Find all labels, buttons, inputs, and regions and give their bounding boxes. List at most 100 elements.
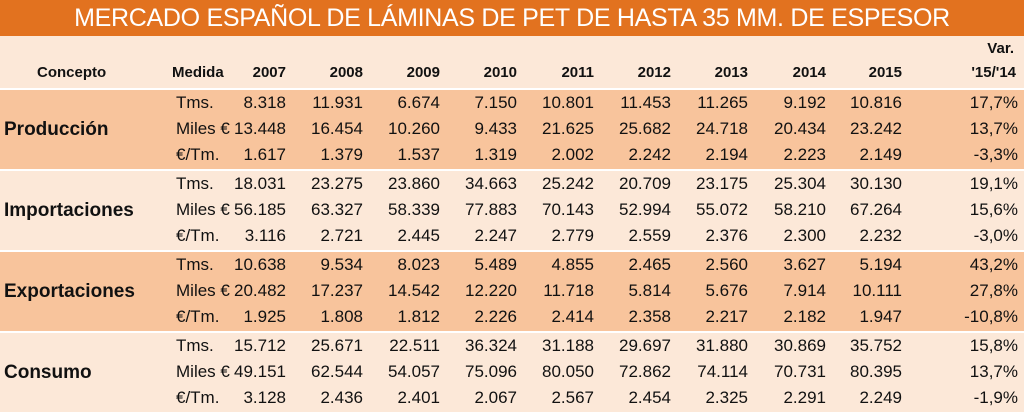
value-cell: 74.114 — [697, 362, 748, 381]
value-cell: 2.226 — [474, 307, 517, 326]
value-cell: 2.242 — [628, 145, 671, 164]
value-cell: 2.232 — [859, 226, 902, 245]
value-cell: 25.671 — [311, 336, 363, 355]
value-cell: 52.994 — [619, 200, 671, 219]
value-cell: 77.883 — [465, 200, 517, 219]
variation-cell: 15,6% — [969, 200, 1018, 219]
value-cell: 11.718 — [543, 281, 594, 300]
value-cell: 7.914 — [783, 281, 826, 300]
unit-cell: Tms. — [176, 336, 214, 355]
header-year: 2014 — [792, 64, 826, 81]
value-cell: 31.880 — [696, 336, 748, 355]
value-cell: 58.339 — [388, 200, 440, 219]
table-row: Tms. 18.031 23.275 23.860 34.663 25.242 20.709… — [0, 171, 1024, 197]
unit-cell: Miles € — [176, 200, 230, 219]
value-cell: 63.327 — [311, 200, 363, 219]
value-cell: 20.482 — [234, 281, 286, 300]
value-cell: 1.379 — [320, 145, 363, 164]
value-cell: 1.947 — [859, 307, 902, 326]
value-cell: 10.260 — [388, 119, 440, 138]
value-cell: 34.663 — [465, 174, 517, 193]
value-cell: 2.559 — [628, 226, 671, 245]
value-cell: 3.128 — [243, 388, 286, 407]
value-cell: 2.358 — [628, 307, 671, 326]
value-cell: 25.682 — [619, 119, 671, 138]
value-cell: 1.808 — [320, 307, 363, 326]
value-cell: 72.862 — [619, 362, 671, 381]
concept-label: Producción — [4, 119, 109, 140]
value-cell: 9.534 — [320, 255, 363, 274]
value-cell: 21.625 — [542, 119, 594, 138]
variation-cell: 17,7% — [969, 93, 1018, 112]
value-cell: 2.436 — [320, 388, 363, 407]
value-cell: 2.217 — [705, 307, 748, 326]
variation-cell: 15,8% — [969, 336, 1018, 355]
value-cell: 20.434 — [774, 119, 826, 138]
value-cell: 11.931 — [312, 93, 363, 112]
value-cell: 75.096 — [465, 362, 517, 381]
concept-label: Consumo — [4, 362, 92, 383]
variation-cell: -3,0% — [973, 226, 1018, 245]
value-cell: 2.300 — [783, 226, 826, 245]
value-cell: 13.448 — [234, 119, 286, 138]
value-cell: 23.242 — [850, 119, 902, 138]
value-cell: 23.175 — [696, 174, 748, 193]
value-cell: 58.210 — [774, 200, 826, 219]
value-cell: 18.031 — [234, 174, 286, 193]
value-cell: 2.454 — [628, 388, 671, 407]
value-cell: 1.812 — [397, 307, 440, 326]
table-row: Miles €56.185 63.327 58.339 77.883 70.143 52.… — [0, 197, 1024, 223]
value-cell: 23.860 — [388, 174, 440, 193]
value-cell: 36.324 — [465, 336, 517, 355]
value-cell: 5.676 — [705, 281, 748, 300]
unit-cell: Miles € — [176, 119, 230, 138]
value-cell: 2.445 — [397, 226, 440, 245]
value-cell: 11.265 — [697, 93, 748, 112]
table-title: MERCADO ESPAÑOL DE LÁMINAS DE PET DE HAS… — [0, 0, 1024, 36]
value-cell: 30.869 — [774, 336, 826, 355]
unit-cell: Tms. — [176, 174, 214, 193]
variation-cell: 27,8% — [969, 281, 1018, 300]
table-row: €/Tm. 3.128 2.436 2.401 2.067 2.567 2.454 2.325… — [0, 385, 1024, 411]
table-row: €/Tm. 1.925 1.808 1.812 2.226 2.414 2.358 2.217… — [0, 304, 1024, 330]
header-medida: Medida — [172, 64, 224, 81]
value-cell: 2.560 — [705, 255, 748, 274]
value-cell: 2.376 — [705, 226, 748, 245]
value-cell: 17.237 — [311, 281, 363, 300]
variation-cell: -1,9% — [973, 388, 1018, 407]
value-cell: 25.242 — [542, 174, 594, 193]
value-cell: 22.511 — [389, 336, 440, 355]
value-cell: 5.194 — [859, 255, 902, 274]
value-cell: 2.465 — [628, 255, 671, 274]
row-group: Importaciones Tms. 18.031 23.275 23.860 34.66… — [0, 169, 1024, 250]
value-cell: 55.072 — [696, 200, 748, 219]
value-cell: 80.050 — [542, 362, 594, 381]
value-cell: 8.318 — [243, 93, 286, 112]
unit-cell: €/Tm. — [176, 388, 220, 407]
value-cell: 10.801 — [542, 93, 594, 112]
header-year: 2015 — [868, 64, 902, 81]
value-cell: 9.433 — [474, 119, 517, 138]
value-cell: 2.223 — [783, 145, 826, 164]
variation-cell: 19,1% — [969, 174, 1018, 193]
unit-cell: Tms. — [176, 93, 214, 112]
value-cell: 54.057 — [388, 362, 440, 381]
header-year: 2007 — [252, 64, 286, 81]
value-cell: 2.194 — [705, 145, 748, 164]
variation-cell: 13,7% — [969, 362, 1018, 381]
unit-cell: €/Tm. — [176, 145, 220, 164]
header-year: 2012 — [637, 64, 671, 81]
unit-cell: Miles € — [176, 362, 230, 381]
value-cell: 2.401 — [397, 388, 440, 407]
value-cell: 15.712 — [234, 336, 286, 355]
value-cell: 3.627 — [783, 255, 826, 274]
table-row: Miles €13.448 16.454 10.260 9.433 21.625 25.6… — [0, 116, 1024, 142]
value-cell: 20.709 — [619, 174, 671, 193]
value-cell: 11.453 — [620, 93, 671, 112]
value-cell: 8.023 — [397, 255, 440, 274]
value-cell: 4.855 — [551, 255, 594, 274]
value-cell: 5.489 — [474, 255, 517, 274]
value-cell: 2.067 — [474, 388, 517, 407]
value-cell: 2.567 — [551, 388, 594, 407]
value-cell: 2.291 — [783, 388, 826, 407]
